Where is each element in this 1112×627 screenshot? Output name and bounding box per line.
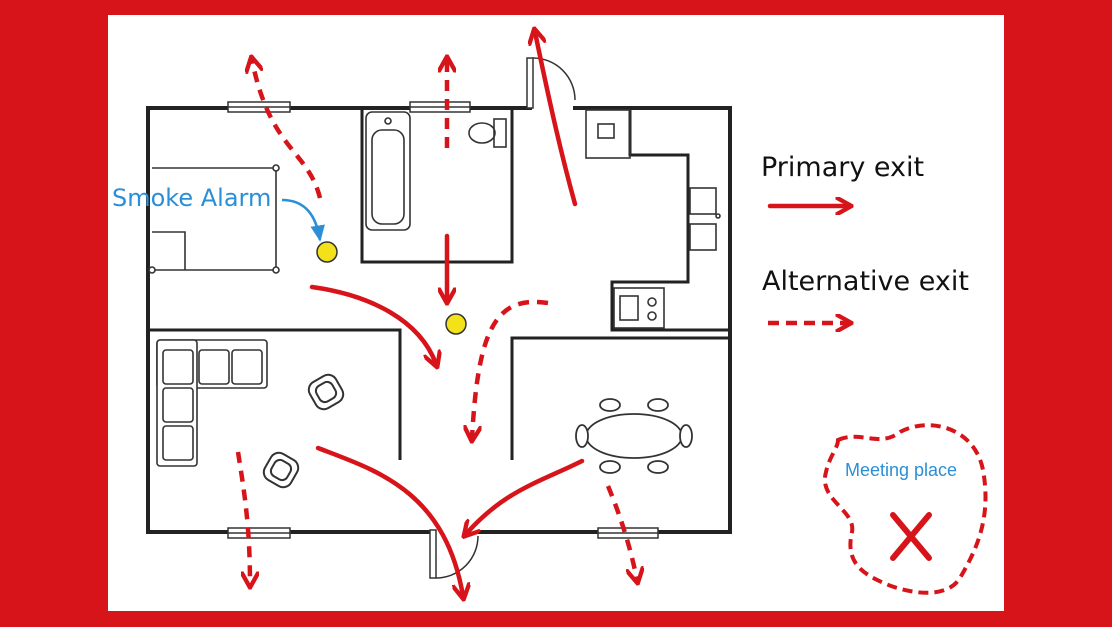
dining-table <box>575 398 693 474</box>
smoke-alarm-pointer <box>281 198 325 242</box>
frame-left <box>0 0 108 627</box>
meeting-place-outline <box>822 423 988 595</box>
alternative-exit-label: Alternative exit <box>762 266 969 297</box>
interior-walls <box>148 108 730 460</box>
frame-right <box>1004 0 1112 627</box>
smoke-alarm-hallway <box>445 313 467 335</box>
meeting-place-label: Meeting place <box>845 460 958 480</box>
meeting-place-x-icon <box>890 512 932 561</box>
toilet <box>468 118 507 148</box>
sofa <box>156 339 268 467</box>
armchairs <box>262 373 345 489</box>
kitchen-fixtures <box>585 109 721 329</box>
smoke-alarm-bedroom <box>316 241 338 263</box>
exterior-walls <box>146 106 732 534</box>
primary-exit-label: Primary exit <box>761 152 925 183</box>
smoke-alarm-label: Smoke Alarm <box>112 184 272 212</box>
wardrobe <box>148 164 280 274</box>
frame-bottom <box>0 611 1112 627</box>
windows <box>227 101 659 539</box>
primary-exit-routes <box>309 32 585 596</box>
alternative-exit-routes <box>235 60 637 584</box>
frame-top <box>0 0 1112 15</box>
bathtub <box>365 111 411 231</box>
